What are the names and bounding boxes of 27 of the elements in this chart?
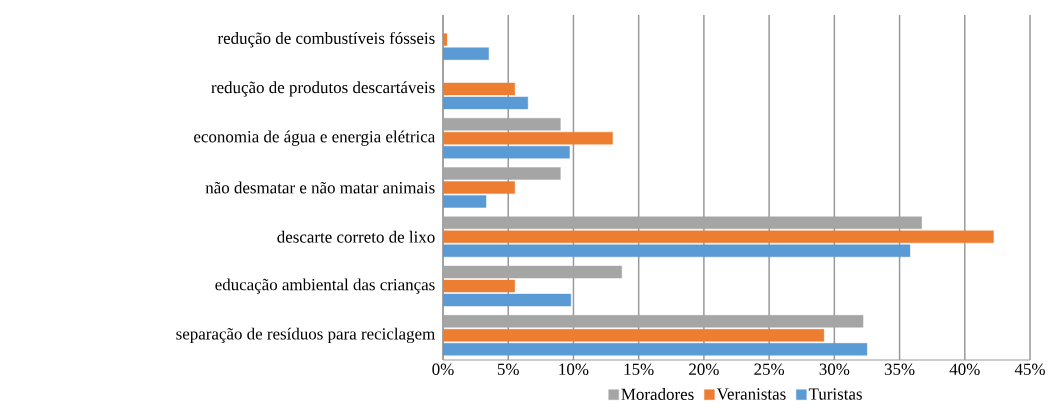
x-tick-label: 45%: [1014, 363, 1045, 375]
x-tick-label: 30%: [819, 363, 850, 375]
y-tick-label: descarte correto de lixo: [277, 230, 435, 243]
x-tick-label: 35%: [884, 363, 915, 375]
bar: [443, 33, 448, 46]
x-tick-label: 40%: [949, 363, 980, 375]
bar: [443, 82, 515, 96]
legend-label: Turistas: [808, 388, 862, 400]
x-tick-label: 0%: [432, 363, 454, 375]
x-tick-label: 15%: [624, 363, 654, 375]
y-tick-label: educação ambiental das crianças: [215, 278, 435, 294]
bar: [443, 329, 825, 342]
y-tick-label: separação de resíduos para reciclagem: [176, 327, 435, 344]
x-tick-label: 10%: [559, 363, 589, 375]
y-tick-label: economia de água e energia elétrica: [194, 130, 436, 146]
x-tick-label: 5%: [497, 363, 519, 375]
x-tick-label: 20%: [689, 363, 719, 375]
bar: [443, 181, 515, 194]
bar: [443, 132, 613, 145]
y-tick-label: não desmatar e não matar animais: [205, 181, 435, 194]
y-tick-label: redução de combustíveis fósseis: [217, 31, 435, 48]
legend-label: Moradores: [621, 388, 694, 400]
legend-label: Veranistas: [716, 388, 786, 400]
y-tick-label: redução de produtos descartáveis: [211, 81, 435, 97]
bar: [443, 279, 515, 293]
x-tick-label: 25%: [754, 363, 785, 375]
bar: [443, 230, 994, 243]
